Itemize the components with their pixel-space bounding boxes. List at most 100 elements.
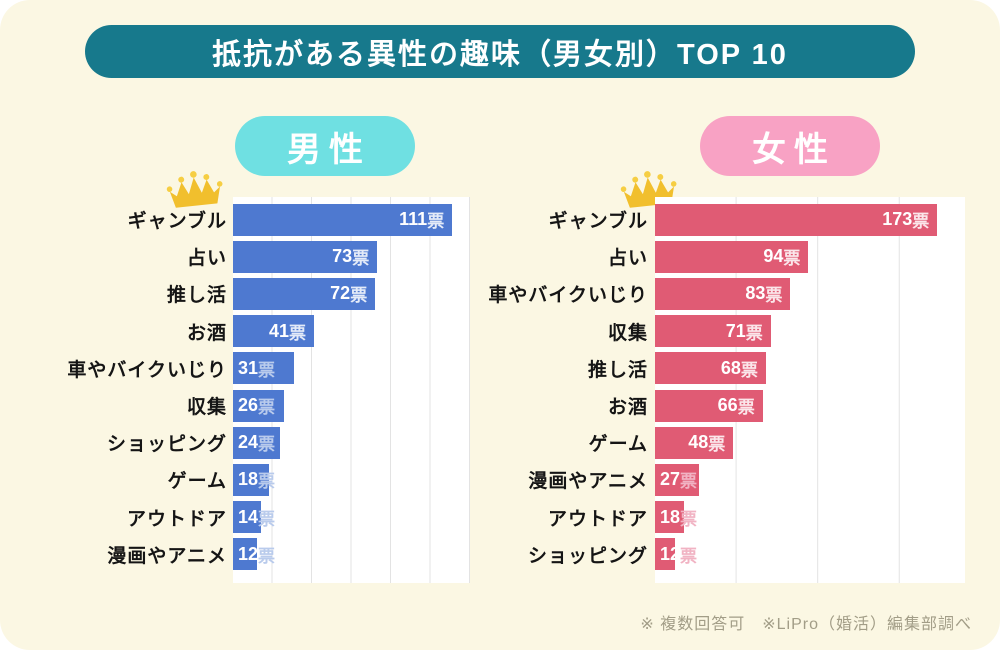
chart-rows: ギャンブル 111 票 占い 73 票 推し活 72 票 お酒 [67, 201, 470, 573]
vote-count: 18 [660, 506, 681, 527]
bar: 68 票 [655, 352, 766, 385]
bar-cell: 31 票 [233, 352, 470, 385]
vote-count: 31 [238, 357, 259, 378]
bar-cell: 12 票 [655, 538, 965, 571]
bar-cell: 24 票 [233, 426, 470, 459]
category-label: 車やバイクいじり [488, 285, 648, 307]
chart-row: アウトドア 14 票 [85, 499, 470, 536]
category-label-cell: 占い [500, 243, 648, 270]
vote-unit: 票 [350, 286, 368, 306]
bar: 72 票 [233, 277, 376, 310]
bar-cell: 48 票 [655, 426, 965, 459]
category-label-cell: お酒 [85, 318, 227, 345]
bar-cell: 66 票 [655, 389, 965, 422]
vote-unit: 票 [258, 509, 276, 529]
title-banner: 抵抗がある異性の趣味（男女別）TOP 10 [85, 25, 915, 78]
vote-count: 26 [238, 395, 259, 416]
vote-unit: 票 [680, 509, 698, 529]
bar-cell: 18 票 [233, 463, 470, 496]
chart-row: お酒 66 票 [500, 387, 965, 424]
bar-cell: 72 票 [233, 277, 470, 310]
vote-count: 12 [238, 543, 259, 564]
vote-unit: 票 [352, 249, 370, 269]
category-label-cell: 収集 [500, 318, 648, 345]
chart-row: ゲーム 18 票 [85, 461, 470, 498]
category-label-cell: 収集 [85, 392, 227, 419]
category-label: 推し活 [587, 359, 648, 381]
category-label: ショッピング [527, 545, 648, 567]
category-label-cell: 車やバイクいじり [488, 280, 648, 307]
bar: 18 票 [233, 463, 275, 496]
bar: 173 票 [655, 203, 938, 236]
category-label: ゲーム [167, 471, 227, 493]
category-label-cell: 漫画やアニメ [85, 541, 227, 568]
vote-unit: 票 [680, 472, 698, 492]
bar-cell: 26 票 [233, 389, 470, 422]
bar-cell: 68 票 [655, 352, 965, 385]
vote-count: 66 [717, 395, 738, 416]
chart-row: ショッピング 12 票 [500, 536, 965, 573]
vote-count: 71 [725, 320, 746, 341]
bar: 48 票 [655, 426, 734, 459]
category-label: ギャンブル [548, 211, 648, 233]
chart-row: ギャンブル 111 票 [85, 201, 470, 238]
category-label-cell: 推し活 [85, 280, 227, 307]
bar-cell: 27 票 [655, 463, 965, 496]
category-label-cell: 占い [85, 243, 227, 270]
category-label: 推し活 [166, 285, 227, 307]
vote-unit: 票 [258, 546, 276, 566]
bar-cell: 173 票 [655, 203, 965, 236]
bar-cell: 73 票 [233, 240, 470, 273]
vote-unit: 票 [737, 398, 755, 418]
chart-rows: ギャンブル 173 票 占い 94 票 車やバイクいじり 83 票 収集 [488, 201, 965, 573]
chart-row: 占い 94 票 [500, 238, 965, 275]
category-label: ゲーム [588, 434, 648, 456]
category-label-cell: ショッピング [85, 429, 227, 456]
vote-count: 68 [720, 357, 741, 378]
category-label: 車やバイクいじり [67, 359, 227, 381]
chart-row: 推し活 72 票 [85, 275, 470, 312]
vote-count: 72 [330, 283, 351, 304]
vote-count: 48 [688, 432, 709, 453]
chart-row: 収集 71 票 [500, 313, 965, 350]
bar: 24 票 [233, 426, 281, 459]
vote-unit: 票 [427, 212, 445, 232]
bar-cell: 111 票 [233, 203, 470, 236]
bar-cell: 12 票 [233, 538, 470, 571]
bar: 12 票 [233, 538, 275, 571]
vote-unit: 票 [680, 546, 698, 566]
vote-count: 14 [238, 506, 259, 527]
female-bar-chart: ギャンブル 173 票 占い 94 票 車やバイクいじり 83 票 収集 [488, 197, 965, 583]
bar-cell: 71 票 [655, 315, 965, 348]
category-label: ギャンブル [127, 211, 227, 233]
vote-count: 27 [660, 469, 681, 490]
bar: 66 票 [655, 389, 763, 422]
category-label: 占い [186, 248, 227, 270]
bar: 41 票 [233, 315, 314, 348]
category-label: 漫画やアニメ [528, 471, 648, 493]
category-label-cell: ゲーム [85, 466, 227, 493]
vote-unit: 票 [912, 212, 930, 232]
male-gender-badge: 男性 [235, 116, 415, 176]
bar-cell: 14 票 [233, 501, 470, 534]
chart-row: お酒 41 票 [85, 313, 470, 350]
bar-cell: 94 票 [655, 240, 965, 273]
vote-unit: 票 [258, 398, 276, 418]
vote-count: 173 [882, 209, 913, 230]
bar: 71 票 [655, 315, 771, 348]
page-title: 抵抗がある異性の趣味（男女別）TOP 10 [212, 38, 788, 71]
category-label: 漫画やアニメ [107, 545, 227, 567]
category-label-cell: 車やバイクいじり [67, 355, 227, 382]
bar: 18 票 [655, 501, 697, 534]
vote-count: 12 [660, 543, 681, 564]
bar: 31 票 [233, 352, 295, 385]
chart-row: 推し活 68 票 [500, 350, 965, 387]
chart-row: 漫画やアニメ 12 票 [85, 536, 470, 573]
bar: 83 票 [655, 277, 791, 310]
category-label: お酒 [607, 397, 648, 419]
vote-count: 41 [268, 320, 289, 341]
category-label: お酒 [186, 322, 227, 344]
category-label: 占い [607, 248, 648, 270]
vote-unit: 票 [258, 360, 276, 380]
